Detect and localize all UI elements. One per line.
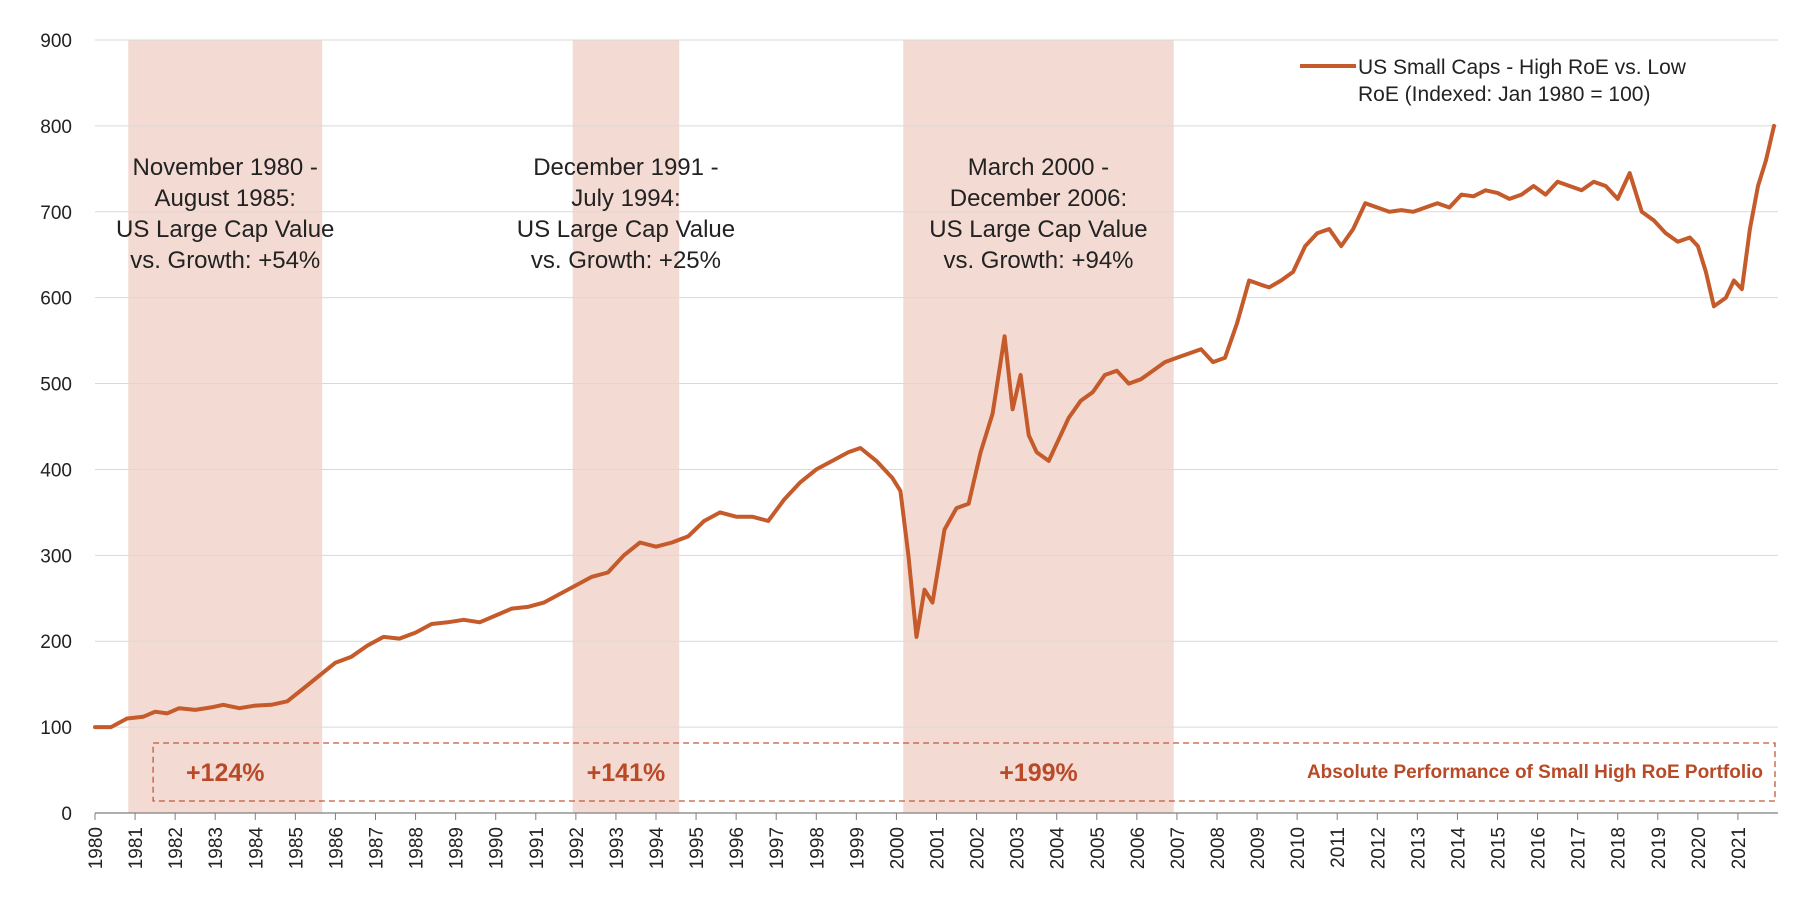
x-tick-label-2002: 2002: [968, 827, 989, 869]
x-tick-label-2017: 2017: [1569, 827, 1590, 869]
performance-label-2: +141%: [587, 759, 666, 787]
y-tick-label-400: 400: [40, 460, 72, 481]
x-tick-label-2008: 2008: [1208, 827, 1229, 869]
x-tick-label-1995: 1995: [687, 827, 708, 869]
performance-box-border: [152, 742, 1776, 802]
x-tick-label-1999: 1999: [847, 827, 868, 869]
x-tick-label-2019: 2019: [1649, 827, 1670, 869]
shaded-periods: [128, 40, 1174, 813]
shaded-period-label-line: vs. Growth: +54%: [130, 247, 320, 274]
performance-label-3: +199%: [999, 759, 1078, 787]
x-tick-label-2016: 2016: [1529, 827, 1550, 869]
shaded-period-1: [128, 40, 323, 813]
legend-label: US Small Caps - High RoE vs. Low RoE (Ind…: [1358, 56, 1687, 106]
x-tick-label-1982: 1982: [166, 827, 187, 869]
shaded-period-label-line: November 1980 -: [133, 154, 318, 181]
shaded-period-3: [903, 40, 1174, 813]
x-tick-label-1987: 1987: [367, 827, 388, 869]
x-tick-label-1996: 1996: [727, 827, 748, 869]
legend-label-line: RoE (Indexed: Jan 1980 = 100): [1358, 83, 1650, 106]
y-tick-label-600: 600: [40, 289, 72, 310]
x-tick-label-1980: 1980: [86, 827, 107, 869]
shaded-period-label-line: August 1985:: [155, 185, 296, 212]
x-tick-label-1998: 1998: [807, 827, 828, 869]
x-tick-label-2003: 2003: [1008, 827, 1029, 869]
x-tick-label-2021: 2021: [1729, 827, 1750, 869]
shaded-period-label-line: July 1994:: [571, 185, 680, 212]
shaded-period-label-line: December 2006:: [950, 185, 1127, 212]
x-tick-label-1981: 1981: [126, 827, 147, 869]
x-tick-label-1986: 1986: [326, 827, 347, 869]
shaded-period-label-1: November 1980 - August 1985: US Large Cap …: [116, 154, 334, 274]
y-tick-label-300: 300: [40, 546, 72, 567]
x-axis-tick-labels: 1980 1981 1982 1983 1984 1985 1986 1987 1988 1989…: [86, 827, 1750, 870]
x-tick-label-2020: 2020: [1689, 827, 1710, 869]
y-tick-label-800: 800: [40, 117, 72, 138]
x-tick-label-2015: 2015: [1489, 827, 1510, 869]
series-line-1: [93, 123, 1776, 730]
x-tick-label-1989: 1989: [447, 827, 468, 869]
x-tick-label-1985: 1985: [286, 827, 307, 869]
legend-label-line: US Small Caps - High RoE vs. Low: [1358, 56, 1687, 79]
x-tick-label-1992: 1992: [567, 827, 588, 869]
x-tick-label-2018: 2018: [1609, 827, 1630, 869]
x-tick-label-1983: 1983: [206, 827, 227, 869]
performance-label-1: +124%: [186, 759, 265, 787]
x-tick-label-1984: 1984: [246, 827, 267, 870]
x-tick-label-2013: 2013: [1408, 827, 1429, 869]
x-tick-label-2009: 2009: [1248, 827, 1269, 869]
shaded-period-label-2: December 1991 - July 1994: US Large Cap Va…: [517, 154, 735, 274]
x-tick-label-2012: 2012: [1368, 827, 1389, 869]
x-tick-label-2004: 2004: [1048, 827, 1069, 870]
x-tick-label-1991: 1991: [527, 827, 548, 869]
y-axis-tick-labels: 0 100 200 300 400 500 600 700 800 900: [40, 31, 72, 825]
shaded-period-label-line: vs. Growth: +94%: [943, 247, 1133, 274]
y-tick-label-900: 900: [40, 31, 72, 52]
x-tick-label-2000: 2000: [887, 827, 908, 869]
x-axis: [94, 812, 1778, 820]
x-tick-label-2005: 2005: [1088, 827, 1109, 869]
x-tick-label-1994: 1994: [647, 827, 668, 870]
shaded-period-annotations: November 1980 - August 1985: US Large Cap …: [116, 154, 1148, 274]
shaded-period-label-line: US Large Cap Value: [116, 216, 334, 243]
series-lines: [93, 123, 1776, 730]
shaded-period-label-line: vs. Growth: +25%: [531, 247, 721, 274]
y-tick-label-200: 200: [40, 632, 72, 653]
performance-box-caption: Absolute Performance of Small High RoE P…: [1307, 762, 1763, 783]
shaded-period-label-line: March 2000 -: [968, 154, 1109, 181]
x-tick-label-1993: 1993: [607, 827, 628, 869]
y-tick-label-0: 0: [61, 804, 72, 825]
shaded-period-2: [572, 40, 680, 813]
x-tick-label-2011: 2011: [1328, 827, 1349, 868]
x-tick-label-2001: 2001: [928, 827, 949, 869]
performance-box: +124% +141% +199% Absolute Performance of S…: [152, 742, 1776, 802]
shaded-period-label-line: US Large Cap Value: [929, 216, 1147, 243]
x-tick-label-2010: 2010: [1288, 827, 1309, 869]
y-tick-label-100: 100: [40, 718, 72, 739]
x-tick-label-2014: 2014: [1448, 827, 1469, 870]
x-tick-label-1988: 1988: [407, 827, 428, 869]
shaded-period-label-line: US Large Cap Value: [517, 216, 735, 243]
y-tick-label-700: 700: [40, 203, 72, 224]
x-tick-label-2007: 2007: [1168, 827, 1189, 869]
x-tick-label-1990: 1990: [487, 827, 508, 869]
x-tick-label-1997: 1997: [767, 827, 788, 869]
shaded-period-label-line: December 1991 -: [533, 154, 718, 181]
x-tick-label-2006: 2006: [1128, 827, 1149, 869]
y-tick-label-500: 500: [40, 375, 72, 396]
legend: US Small Caps - High RoE vs. Low RoE (Ind…: [1300, 56, 1687, 106]
shaded-period-label-3: March 2000 - December 2006: US Large Cap V…: [929, 154, 1147, 274]
